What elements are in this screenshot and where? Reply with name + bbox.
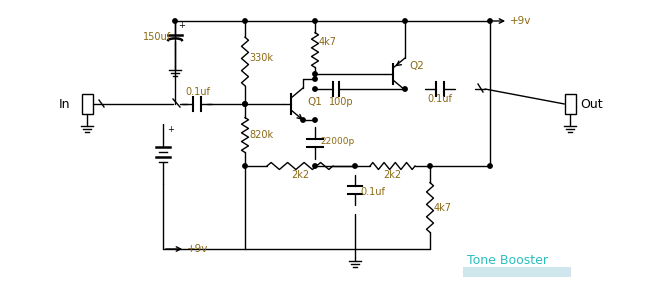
Text: 820k: 820k — [249, 130, 273, 140]
Text: 330k: 330k — [249, 53, 273, 63]
Circle shape — [313, 164, 318, 168]
Text: 2k2: 2k2 — [291, 170, 309, 180]
Text: 22000p: 22000p — [320, 137, 354, 146]
Text: 4k7: 4k7 — [319, 37, 337, 47]
Circle shape — [488, 19, 492, 23]
Bar — [82, 94, 93, 114]
Text: In: In — [59, 97, 71, 111]
Text: 0.1uf: 0.1uf — [428, 94, 452, 104]
Circle shape — [353, 164, 357, 168]
Text: +: + — [178, 21, 185, 30]
Circle shape — [301, 118, 305, 122]
Text: Q2: Q2 — [409, 61, 424, 71]
Text: 2k2: 2k2 — [383, 170, 401, 180]
Circle shape — [403, 19, 407, 23]
Bar — [463, 267, 571, 277]
Bar — [564, 94, 575, 114]
Circle shape — [488, 164, 492, 168]
Circle shape — [243, 102, 247, 106]
Text: 4k7: 4k7 — [434, 203, 452, 213]
Circle shape — [428, 164, 432, 168]
Circle shape — [243, 19, 247, 23]
Text: +9v: +9v — [510, 16, 531, 26]
Text: +: + — [167, 124, 174, 133]
Circle shape — [243, 164, 247, 168]
Text: Out: Out — [580, 97, 603, 111]
Text: +9v: +9v — [187, 244, 209, 254]
Text: 100p: 100p — [329, 97, 354, 107]
Circle shape — [313, 118, 318, 122]
Circle shape — [173, 19, 177, 23]
Circle shape — [403, 87, 407, 91]
Circle shape — [313, 72, 318, 76]
Circle shape — [313, 77, 318, 81]
Text: 0.1uf: 0.1uf — [185, 87, 210, 97]
Circle shape — [313, 19, 318, 23]
Text: 0.1uf: 0.1uf — [360, 187, 385, 197]
Text: 150uf: 150uf — [143, 32, 171, 42]
Circle shape — [313, 87, 318, 91]
Text: Q1: Q1 — [307, 97, 322, 107]
Circle shape — [243, 102, 247, 106]
Text: Tone Booster: Tone Booster — [467, 254, 548, 268]
